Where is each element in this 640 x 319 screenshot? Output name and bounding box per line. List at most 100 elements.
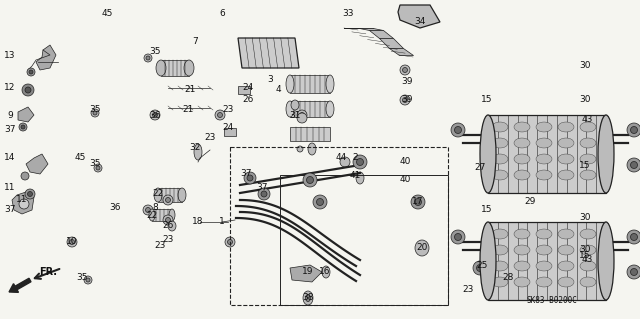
Text: 39: 39	[401, 95, 413, 105]
Text: 35: 35	[149, 48, 161, 56]
Text: 30: 30	[579, 95, 591, 105]
Ellipse shape	[492, 261, 508, 271]
Ellipse shape	[84, 276, 92, 284]
Bar	[290, 127, 330, 141]
Ellipse shape	[477, 264, 483, 271]
Bar	[290, 101, 330, 117]
Text: 37: 37	[240, 169, 252, 179]
Text: 35: 35	[89, 106, 100, 115]
Text: FR.: FR.	[39, 267, 57, 277]
Text: 45: 45	[101, 10, 113, 19]
Ellipse shape	[356, 156, 364, 168]
Ellipse shape	[28, 191, 33, 197]
Ellipse shape	[558, 170, 574, 180]
Ellipse shape	[25, 87, 31, 93]
Ellipse shape	[169, 209, 175, 221]
Ellipse shape	[247, 175, 253, 181]
Text: 30: 30	[579, 213, 591, 222]
Ellipse shape	[163, 195, 173, 205]
Ellipse shape	[326, 75, 334, 93]
Ellipse shape	[297, 146, 303, 152]
Ellipse shape	[27, 68, 35, 76]
Ellipse shape	[630, 127, 637, 133]
Text: SK83-B0200C: SK83-B0200C	[527, 296, 577, 305]
Text: 4: 4	[275, 85, 281, 94]
Polygon shape	[290, 265, 322, 282]
Ellipse shape	[166, 197, 170, 203]
Text: 24: 24	[222, 123, 234, 132]
Ellipse shape	[70, 240, 74, 244]
Ellipse shape	[353, 155, 367, 169]
Ellipse shape	[536, 261, 552, 271]
Ellipse shape	[536, 138, 552, 148]
Ellipse shape	[514, 138, 530, 148]
Ellipse shape	[514, 122, 530, 132]
Text: 15: 15	[579, 160, 591, 169]
Text: 26: 26	[163, 220, 173, 229]
Text: 22: 22	[152, 189, 164, 197]
Text: 11: 11	[16, 196, 28, 204]
Text: 13: 13	[4, 50, 16, 60]
Text: 40: 40	[399, 158, 411, 167]
Ellipse shape	[558, 261, 574, 271]
Bar	[488, 115, 606, 193]
Text: 23: 23	[163, 235, 173, 244]
Ellipse shape	[22, 84, 34, 96]
Text: 31: 31	[289, 110, 301, 120]
Text: 38: 38	[302, 293, 314, 302]
Ellipse shape	[492, 229, 508, 239]
Text: 1: 1	[219, 218, 225, 226]
Text: 2: 2	[352, 153, 358, 162]
Ellipse shape	[166, 218, 170, 222]
Ellipse shape	[67, 237, 77, 247]
Polygon shape	[26, 154, 48, 174]
Text: 35: 35	[89, 159, 100, 167]
Ellipse shape	[261, 191, 267, 197]
Ellipse shape	[580, 122, 596, 132]
Ellipse shape	[580, 229, 596, 239]
Text: 3: 3	[267, 76, 273, 85]
Ellipse shape	[580, 138, 596, 148]
Text: 15: 15	[481, 95, 493, 105]
Text: 22: 22	[147, 211, 157, 219]
Ellipse shape	[454, 127, 461, 133]
Polygon shape	[12, 192, 34, 214]
Ellipse shape	[558, 229, 574, 239]
Ellipse shape	[149, 209, 155, 221]
Ellipse shape	[580, 170, 596, 180]
Text: 20: 20	[416, 243, 428, 253]
Text: 15: 15	[481, 205, 493, 214]
Polygon shape	[398, 5, 440, 28]
Text: 43: 43	[581, 256, 593, 264]
Text: 37: 37	[256, 183, 268, 192]
Ellipse shape	[492, 245, 508, 255]
Ellipse shape	[473, 261, 487, 275]
Ellipse shape	[630, 234, 637, 241]
Ellipse shape	[317, 198, 323, 205]
Ellipse shape	[227, 240, 232, 244]
Text: 40: 40	[399, 175, 411, 184]
Text: 16: 16	[319, 268, 331, 277]
Ellipse shape	[19, 123, 27, 131]
Ellipse shape	[558, 138, 574, 148]
Ellipse shape	[558, 245, 574, 255]
Ellipse shape	[303, 291, 313, 305]
Text: 17: 17	[412, 197, 424, 206]
Text: 9: 9	[7, 110, 13, 120]
Ellipse shape	[627, 123, 640, 137]
Ellipse shape	[178, 188, 186, 202]
Text: 37: 37	[4, 125, 16, 135]
Ellipse shape	[536, 277, 552, 287]
Ellipse shape	[415, 198, 422, 205]
Ellipse shape	[19, 199, 29, 209]
Ellipse shape	[150, 110, 160, 120]
Text: 23: 23	[222, 106, 234, 115]
Ellipse shape	[145, 207, 150, 212]
Ellipse shape	[168, 221, 176, 231]
Ellipse shape	[558, 277, 574, 287]
Ellipse shape	[356, 159, 364, 166]
Ellipse shape	[536, 154, 552, 164]
Ellipse shape	[307, 176, 314, 183]
Ellipse shape	[492, 277, 508, 287]
Text: 19: 19	[302, 268, 314, 277]
